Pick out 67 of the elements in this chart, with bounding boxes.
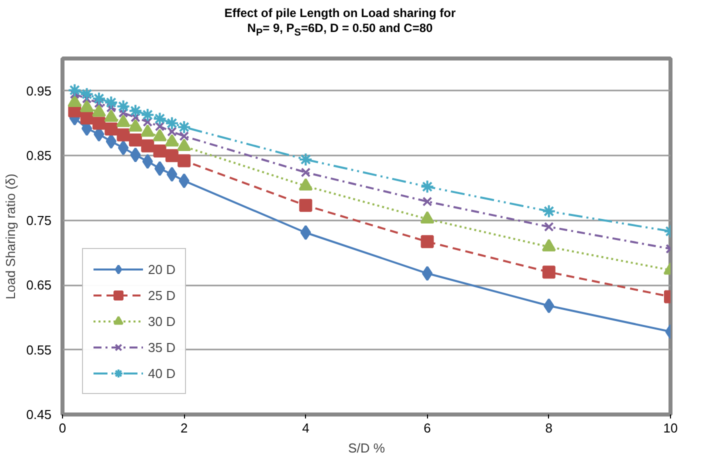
point [130,147,141,162]
point [542,266,556,279]
point [116,128,130,142]
y-tick-label: 0.65 [26,278,52,293]
point [92,92,106,106]
point [300,168,311,178]
point [178,173,190,188]
legend-label: 35 D [148,340,176,354]
point [179,131,189,142]
point [80,112,94,125]
point [544,298,554,314]
point [153,144,166,158]
point [177,120,192,134]
x-tick-label: 0 [58,420,66,436]
x-tick-label: 2 [180,420,188,436]
point [140,108,155,122]
point [106,102,116,113]
point [300,225,312,240]
point [141,139,154,152]
point [165,149,178,162]
point [104,96,118,110]
legend-label: 30 D [148,314,176,328]
point [128,134,142,147]
point [542,204,556,218]
x-tick-label: 8 [545,420,553,436]
point [116,99,130,114]
x-axis-title: S/D % [348,440,386,456]
point [82,94,92,104]
chart-title: Effect of pile Length on Load sharing for N$_{P}$= 9, P$_{S}$=6D, D = 0.50 and C=80 [223,6,457,40]
point [154,122,165,132]
legend-label: 40 D [148,366,176,380]
point [298,152,313,166]
point [128,104,142,118]
point [152,112,167,126]
y-tick-label: 0.55 [26,342,52,358]
point [299,198,312,212]
point [154,161,166,176]
point [92,116,106,130]
x-tick-label: 10 [663,420,678,436]
y-axis-title: Load Sharing ratio (δ) [3,174,18,300]
point [178,154,191,168]
x-tick-label: 4 [302,420,310,436]
point [68,83,82,98]
x-tick-label: 6 [424,420,431,436]
point [420,180,434,194]
point [167,126,177,137]
point [164,116,179,130]
point [80,87,94,102]
point [118,108,128,118]
legend-label: 20 D [148,262,176,276]
point [118,140,129,156]
y-tick-label: 0.45 [26,407,52,422]
point [106,134,116,149]
point [422,196,432,206]
point [142,154,153,169]
point [420,235,434,248]
point [104,122,118,136]
point [544,222,554,232]
point [422,266,433,281]
point [94,98,104,108]
y-tick-label: 0.85 [26,148,52,164]
point [130,112,140,122]
point [166,166,178,182]
y-tick-label: 0.95 [26,83,52,98]
legend-label: 25 D [148,288,176,302]
y-tick-label: 0.75 [26,212,52,228]
point [142,117,153,127]
